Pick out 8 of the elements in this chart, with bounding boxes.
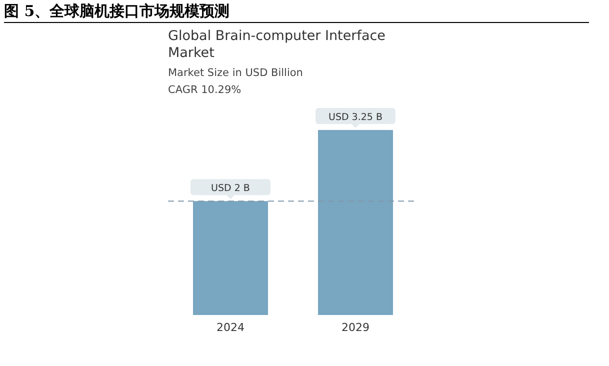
x-tick-label: 2029: [342, 320, 370, 334]
data-label: USD 3.25 B: [328, 112, 383, 123]
chart-title: 图 5、全球脑机接口市场规模预测: [4, 2, 589, 23]
text: CAGR 10.29%: [168, 84, 242, 96]
data-label: USD 2 B: [211, 183, 250, 194]
y-axis-title: Market Size in USD Billion: [168, 67, 303, 79]
chart-subtitle: Global Brain-computer Interface Market: [168, 28, 386, 62]
x-tick-label: 2024: [216, 320, 244, 334]
